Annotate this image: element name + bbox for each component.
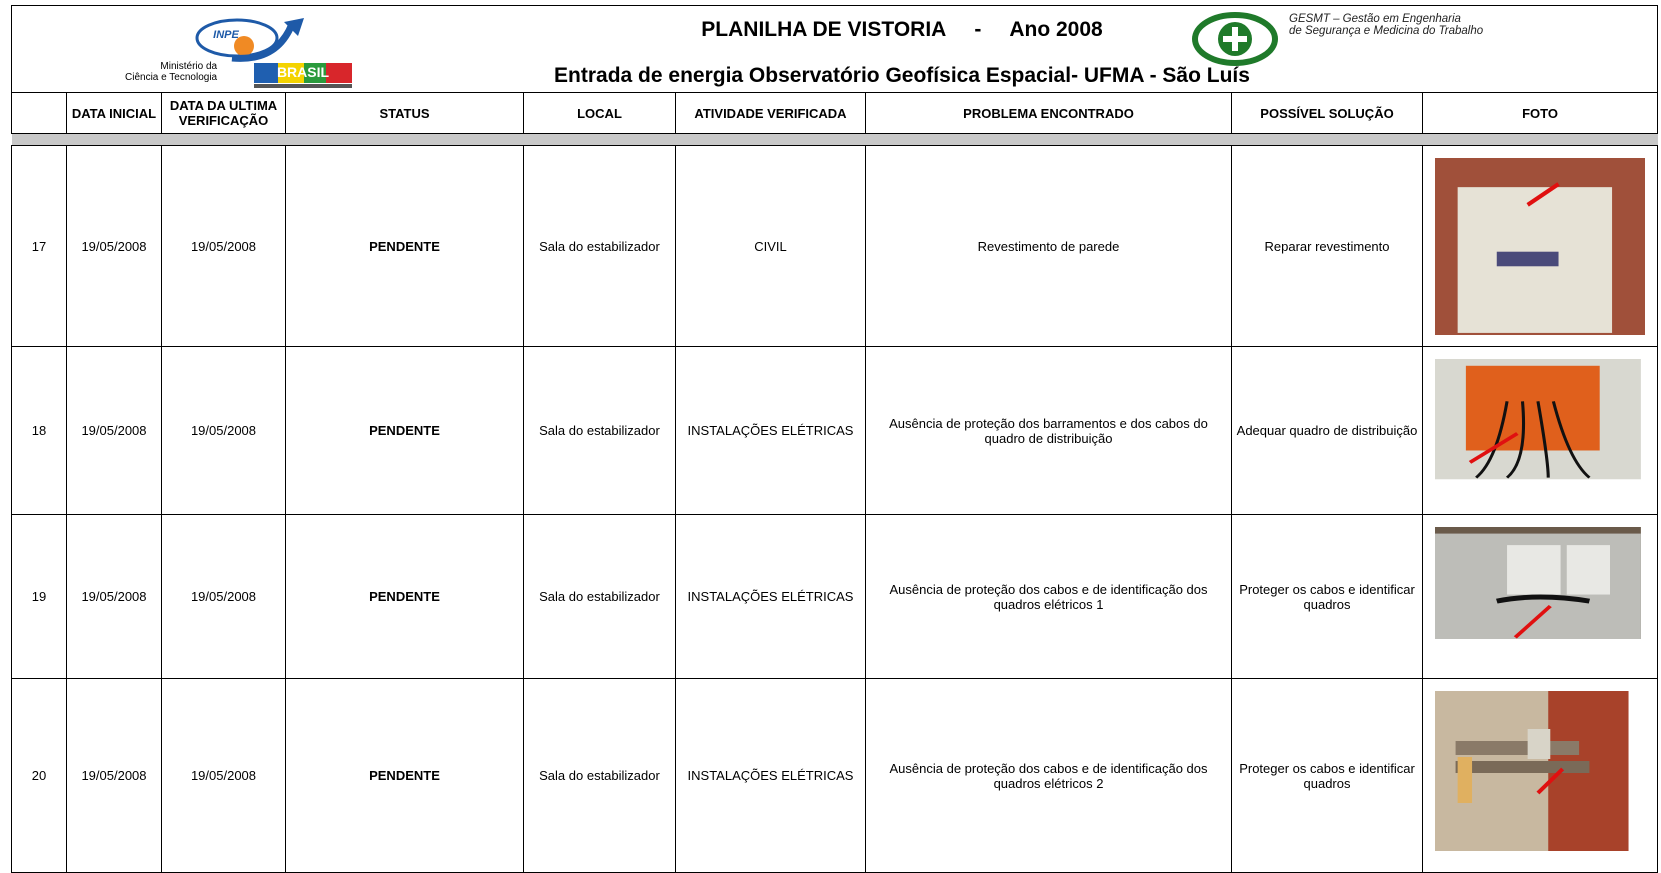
table-cell: Sala do estabilizador <box>523 346 676 515</box>
table-cell: PENDENTE <box>285 346 524 515</box>
table-cell: Proteger os cabos e identificar quadros <box>1231 678 1423 873</box>
gesmt: GESMT – Gestão em Engenharia de Seguranç… <box>1289 13 1483 37</box>
subtitle: Entrada de energia Observatório Geofísic… <box>554 64 1250 87</box>
table-cell: 20 <box>11 678 67 873</box>
table-cell: Ausência de proteção dos barramentos e d… <box>865 346 1232 515</box>
photo-cell <box>1422 145 1658 347</box>
table-cell: 19/05/2008 <box>161 514 286 679</box>
photo <box>1435 526 1641 639</box>
table-cell: PENDENTE <box>285 678 524 873</box>
brasil-logo: BRASIL <box>254 63 352 88</box>
table-cell: Ausência de proteção dos cabos e de iden… <box>865 678 1232 873</box>
photo-cell <box>1422 514 1658 679</box>
table-cell: Revestimento de parede <box>865 145 1232 347</box>
photo <box>1435 157 1645 335</box>
table-cell: 19/05/2008 <box>66 346 162 515</box>
band-cell <box>11 133 1658 146</box>
safety-logo <box>1192 12 1278 66</box>
table-cell: CIVIL <box>675 145 866 347</box>
table-cell: Adequar quadro de distribuição <box>1231 346 1423 515</box>
table-cell: Reparar revestimento <box>1231 145 1423 347</box>
table-cell: 19/05/2008 <box>161 678 286 873</box>
title: PLANILHA DE VISTORIA - Ano 2008 <box>12 18 1661 42</box>
table-cell: INSTALAÇÕES ELÉTRICAS <box>675 678 866 873</box>
year: Ano 2008 <box>1009 18 1103 41</box>
brasil-text: BRASIL <box>277 64 330 80</box>
table-cell: 19/05/2008 <box>161 346 286 515</box>
ministry-line: Ciência e Tecnologia <box>125 72 218 83</box>
table-cell: INSTALAÇÕES ELÉTRICAS <box>675 346 866 515</box>
table-cell: Sala do estabilizador <box>523 678 676 873</box>
table-row: 20 19/05/2008 19/05/2008 PENDENTE Sala do es… <box>11 678 1658 873</box>
table-cell: 19 <box>11 514 67 679</box>
ministry-line: Ministério da <box>160 61 218 72</box>
table-cell: 19/05/2008 <box>66 145 162 347</box>
gesmt-line: GESMT – Gestão em Engenharia <box>1289 13 1461 25</box>
table-cell: Ausência de proteção dos cabos e de iden… <box>865 514 1232 679</box>
table-cell: 17 <box>11 145 67 347</box>
inspection-table: DATA INICIAL DATA DA ULTIMA VERIFICAÇÃO ST… <box>11 92 1658 873</box>
table-cell: Sala do estabilizador <box>523 514 676 679</box>
table-cell: PENDENTE <box>285 145 524 347</box>
ministry: Ministério da Ciência e Tecnologia <box>125 61 217 83</box>
photo-cell <box>1422 346 1658 515</box>
table-cell: 19/05/2008 <box>66 514 162 679</box>
header-cell: ATIVIDADE VERIFICADA <box>675 92 866 134</box>
table-cell: INSTALAÇÕES ELÉTRICAS <box>675 514 866 679</box>
header-cell: DATA INICIAL <box>66 92 162 134</box>
title-text: PLANILHA DE VISTORIA <box>701 18 947 41</box>
photo <box>1435 358 1641 479</box>
gesmt-line: de Segurança e Medicina do Trabalho <box>1289 25 1484 37</box>
header-cell <box>11 92 67 134</box>
header-cell: PROBLEMA ENCONTRADO <box>865 92 1232 134</box>
table-row: 19 19/05/2008 19/05/2008 PENDENTE Sala do es… <box>11 514 1658 679</box>
header: INPE Ministério da Ciência e Tecnologia … <box>11 5 1658 93</box>
title-separator: - <box>974 18 982 41</box>
table-cell: 19/05/2008 <box>161 145 286 347</box>
table-cell: 19/05/2008 <box>66 678 162 873</box>
table-row: 18 19/05/2008 19/05/2008 PENDENTE Sala do es… <box>11 346 1658 515</box>
table-cell: Proteger os cabos e identificar quadros <box>1231 514 1423 679</box>
header-cell: DATA DA ULTIMA VERIFICAÇÃO <box>161 92 286 134</box>
header-row: DATA INICIAL DATA DA ULTIMA VERIFICAÇÃO ST… <box>11 92 1658 134</box>
photo-cell <box>1422 678 1658 873</box>
photo <box>1435 690 1629 851</box>
header-cell: LOCAL <box>523 92 676 134</box>
table-cell: 18 <box>11 346 67 515</box>
header-cell: POSSÍVEL SOLUÇÃO <box>1231 92 1423 134</box>
separator-band <box>11 133 1658 146</box>
table-cell: Sala do estabilizador <box>523 145 676 347</box>
inpe-text: INPE <box>213 29 239 41</box>
inpe-logo: INPE <box>195 18 304 62</box>
table-row: 17 19/05/2008 19/05/2008 PENDENTE Sala do es… <box>11 145 1658 347</box>
table-cell: PENDENTE <box>285 514 524 679</box>
header-cell: STATUS <box>285 92 524 134</box>
header-cell: FOTO <box>1422 92 1658 134</box>
